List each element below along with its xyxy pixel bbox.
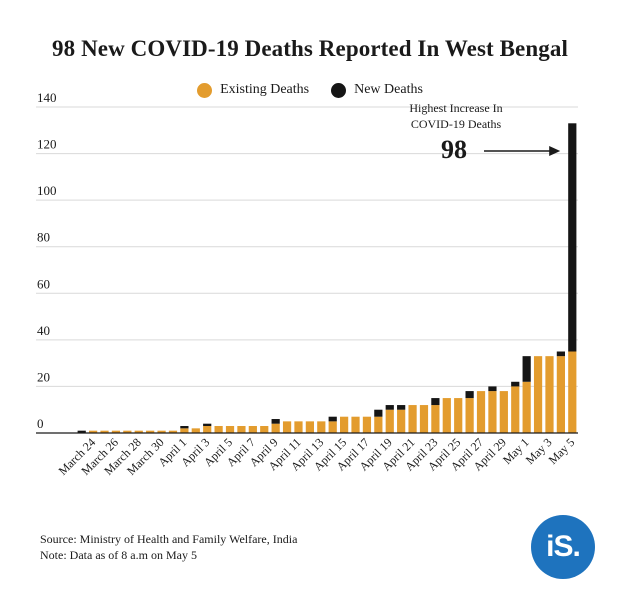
bar-new [328,416,337,422]
bar-existing [568,351,577,433]
legend-item-existing: Existing Deaths [197,82,309,98]
bar-existing [237,426,246,433]
bar-existing [317,421,326,433]
bar-existing [374,416,383,433]
bar-existing [499,391,508,433]
bar-existing [134,430,143,433]
brand-logo: iS. [531,515,595,579]
y-tick-label: 80 [37,230,50,245]
bar-new [568,123,577,352]
bar-new [203,423,212,427]
bar-existing [146,430,155,433]
bar-existing [351,416,360,433]
bar-new [397,405,406,410]
bar-new [385,405,394,410]
bar-existing [305,421,314,433]
bar-existing [385,409,394,433]
legend-swatch-existing [197,82,213,98]
bar-new [180,426,189,429]
bar-existing [476,391,486,433]
bar-new [488,386,497,392]
bar-existing [556,356,565,433]
bar-existing [100,430,109,433]
annotation-label: COVID-19 Deaths [411,117,502,131]
bar-existing [511,386,520,433]
bar-new [77,430,86,433]
bar-existing [533,356,543,433]
bar-existing [328,421,337,433]
bar-existing [419,405,429,433]
annotation-value: 98 [441,135,467,164]
data-note: Note: Data as of 8 a.m on May 5 [40,548,197,562]
bar-existing [225,426,235,433]
bar-existing [203,426,212,433]
bar-existing [442,398,451,433]
bar-existing [488,391,497,433]
bar-existing [465,398,474,433]
legend-swatch-new [331,82,347,98]
bar-new [556,351,565,357]
y-tick-label: 20 [37,369,50,384]
bar-existing [408,405,417,433]
bar-existing [123,430,132,433]
chart-footer: Source: Ministry of Health and Family We… [40,531,297,563]
legend-label-new: New Deaths [354,82,423,97]
bar-new [374,409,383,417]
bar-existing [260,426,269,433]
y-tick-label: 120 [37,137,57,152]
y-tick-label: 40 [37,323,50,338]
bar-existing [454,398,463,433]
bar-existing [522,381,531,433]
legend-item-new: New Deaths [331,82,423,98]
bar-new [271,419,280,424]
annotation-arrowhead [549,146,561,156]
bar-existing [397,409,406,433]
bar-existing [111,430,121,433]
y-tick-label: 100 [37,183,57,198]
y-tick-label: 140 [37,90,57,105]
annotation-label: Highest Increase In [409,101,502,115]
chart-title: 98 New COVID-19 Deaths Reported In West … [52,36,568,61]
bar-existing [157,430,166,433]
bar-new [522,356,531,382]
bar-existing [214,426,223,433]
bar-existing [271,423,280,433]
bar-existing [340,416,349,433]
source-note: Source: Ministry of Health and Family We… [40,532,298,546]
bar-new [431,398,440,406]
x-tick-label: May 5 [546,435,578,467]
bar-new [465,391,474,399]
y-tick-label: 60 [37,276,50,291]
bar-existing [431,405,440,433]
bar-existing [191,428,200,433]
bar-existing [545,356,554,433]
bar-existing [168,430,178,433]
bar-existing [282,421,292,433]
bar-existing [248,426,257,433]
legend-label-existing: Existing Deaths [220,82,310,97]
bar-existing [180,428,189,433]
bar-existing [294,421,303,433]
bar-existing [89,430,98,433]
bar-new [511,381,520,387]
chart-legend: Existing Deaths New Deaths [0,82,620,98]
y-tick-label: 0 [37,416,44,431]
bar-existing [362,416,372,433]
